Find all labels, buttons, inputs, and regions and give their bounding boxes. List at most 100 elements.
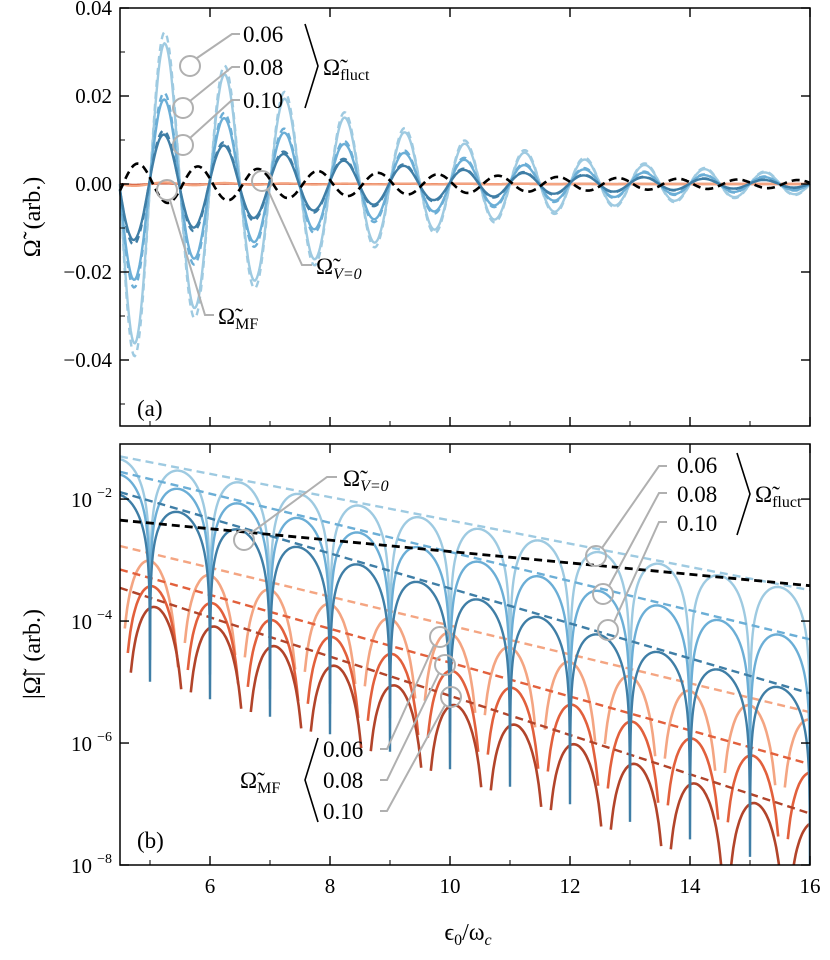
mf-envelope-1	[120, 544, 810, 714]
anno-circle-v0	[251, 170, 273, 192]
anno-b-fluct-value-1: 0.06	[677, 453, 717, 478]
v0-envelope	[120, 518, 810, 588]
panel-b-annotations: Ω̃V=0 0.06 0.08 0.10 Ω̃fluct 0.06 0.08 0…	[233, 452, 802, 824]
fluct-abs-series-3	[120, 493, 810, 865]
panel-a-ylabel: Ω̃(arb.)	[20, 177, 46, 257]
anno-b-leader-fluct-1	[601, 465, 667, 549]
anno-b-fluct-label: Ω̃fluct	[755, 482, 802, 511]
b-ytick-label: 10	[71, 854, 92, 878]
anno-b-leader-fluct-3	[613, 521, 667, 623]
fluct-envelope-2	[120, 470, 810, 641]
anno-v0-label: Ω̃V=0	[316, 254, 362, 283]
fluct-approx-series-3	[118, 129, 811, 246]
fluct-abs-series-2	[120, 473, 810, 821]
anno-b-mf-value-1: 0.06	[323, 737, 363, 762]
b-xtick-label: 8	[325, 874, 336, 898]
b-ytick-exp: −4	[97, 608, 112, 623]
anno-leader-v0	[267, 189, 312, 266]
b-ytick-exp: −8	[97, 852, 112, 867]
anno-b-circle-fluct-3	[597, 619, 619, 641]
mf-arch-2-14	[666, 737, 720, 820]
anno-b-leader-fluct-2	[608, 492, 667, 587]
anno-leader-fluct-2	[189, 66, 240, 102]
fluct-approx-series-2	[118, 91, 811, 289]
panel-b-frame	[119, 443, 811, 866]
mf-arch-2-12	[546, 703, 600, 786]
anno-circle-fluct-2	[172, 97, 194, 119]
panel-a-curves	[118, 30, 811, 358]
b-ytick-label: 10	[71, 610, 92, 634]
anno-fluct-value-3: 0.10	[243, 88, 283, 113]
a-ytick-label: −0.02	[63, 260, 112, 284]
panel-b-xlabel: ϵ0/ωc	[444, 920, 491, 949]
mf-envelope-2	[120, 568, 810, 766]
anno-leader-fluct-1	[196, 33, 240, 59]
mf-arch-2-16	[786, 771, 810, 840]
mf-arch-3-9	[369, 684, 423, 768]
mf-arch-2-6	[186, 601, 240, 685]
mf-arch-3-14	[669, 782, 723, 865]
anno-b-leader-mf-3	[380, 704, 446, 812]
anno-b-v0-label: Ω̃V=0	[343, 466, 389, 495]
anno-circle-fluct-3	[172, 134, 194, 156]
anno-b-circle-mf-2	[434, 654, 456, 676]
b-xtick-label: 14	[680, 874, 702, 898]
v0-series	[118, 162, 811, 205]
fluct-envelope-3	[120, 490, 810, 695]
mf-arch-3-5	[129, 605, 183, 690]
anno-b-mf-label: Ω̃MF	[240, 768, 280, 797]
anno-b-mf-brace	[304, 737, 319, 823]
panel-b-ylabel: |Ω̃|(arb.)	[20, 609, 46, 699]
anno-circle-mf	[156, 179, 178, 201]
anno-b-leader-mf-2	[380, 672, 440, 781]
panel-a-label: (a)	[137, 396, 163, 421]
anno-b-circle-fluct-1	[585, 545, 607, 567]
mf-arch-3-7	[249, 644, 303, 729]
a-ytick-label: −0.04	[63, 348, 112, 372]
anno-mf-label: Ω̃MF	[218, 304, 258, 333]
panel-a-frame	[119, 7, 811, 427]
anno-b-fluct-value-2: 0.08	[677, 482, 717, 507]
panel-b-curves	[120, 455, 810, 865]
mf-arch-3-12	[549, 742, 603, 827]
panel-b: Ω̃V=0 0.06 0.08 0.10 Ω̃fluct 0.06 0.08 0…	[20, 443, 821, 949]
anno-leader-fluct-3	[189, 99, 240, 139]
b-xtick-label: 10	[440, 874, 461, 898]
anno-b-circle-mf-3	[440, 686, 462, 708]
mf-envelope-3	[120, 586, 810, 815]
anno-b-circle-mf-1	[429, 626, 451, 648]
mf-arch-2-5	[126, 584, 180, 668]
b-xtick-label: 6	[205, 874, 216, 898]
b-ytick-exp: −6	[97, 730, 112, 745]
b-ytick-label: 10	[71, 732, 92, 756]
anno-b-circle-fluct-2	[592, 583, 614, 605]
mf-arch-3-11	[489, 723, 543, 808]
mf-arch-2-13	[606, 720, 660, 803]
fluct-series-3	[118, 133, 811, 242]
panel-a-annotations: 0.06 0.08 0.10 Ω̃fluct Ω̃V=0 Ω̃MF	[156, 22, 370, 333]
anno-b-circle-v0	[233, 529, 255, 551]
anno-b-mf-value-2: 0.08	[323, 768, 363, 793]
mf-arch-2-15	[726, 754, 780, 837]
anno-fluct-value-2: 0.08	[243, 55, 283, 80]
mf-arch-2-7	[246, 618, 300, 702]
mf-arch-3-13	[609, 762, 663, 847]
mf-arch-3-6	[189, 625, 243, 709]
anno-b-leader-mf-1	[380, 644, 435, 750]
b-ytick-label: 10	[71, 488, 92, 512]
a-ytick-label: 0.00	[75, 172, 112, 196]
mf-arch-3-15	[729, 801, 781, 865]
panel-a: 0.06 0.08 0.10 Ω̃fluct Ω̃V=0 Ω̃MF −0.04 −…	[20, 0, 811, 427]
anno-leader-mf	[169, 199, 214, 316]
fluct-abs-series-1	[120, 458, 810, 772]
panel-b-label: (b)	[137, 828, 164, 853]
a-ytick-label: 0.04	[75, 0, 112, 20]
anno-fluct-label: Ω̃fluct	[323, 55, 370, 84]
a-ytick-label: 0.02	[75, 84, 112, 108]
anno-b-mf-value-3: 0.10	[323, 799, 363, 824]
b-ytick-exp: −2	[97, 486, 112, 501]
panel-b-ticks: 10 −8 10 −6 10 −4 10 −2 6 8 10 12 14 16	[71, 444, 821, 898]
fluct-envelope-1	[120, 455, 810, 592]
anno-b-leader-v0	[250, 476, 337, 534]
